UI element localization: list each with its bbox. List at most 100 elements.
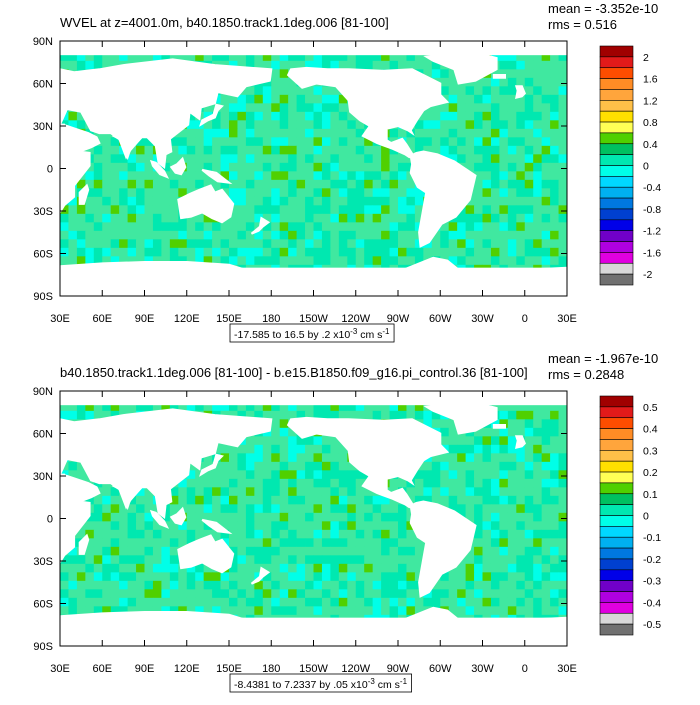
land-japan [199, 453, 224, 477]
colorbar-swatch [599, 252, 634, 264]
colorbar-label: 1.6 [643, 74, 658, 86]
colorbar-swatch [599, 471, 634, 484]
land-australia [177, 534, 235, 574]
colorbar-swatch [599, 612, 634, 625]
land-japan [199, 103, 224, 127]
range-info-label: -17.585 to 16.5 by .2 x10-3 cm s-1 [234, 327, 390, 341]
colorbar-label: 0 [643, 511, 649, 523]
x-tick-label: 30E [50, 313, 70, 325]
x-tick-label: 120E [174, 663, 200, 675]
x-tick-label: 90E [135, 313, 155, 325]
colorbar-swatch [599, 395, 634, 408]
x-tick-label: 90E [135, 663, 155, 675]
x-tick-label: 150W [299, 313, 328, 325]
colorbar-label: 0 [643, 161, 649, 173]
colorbar-swatch [599, 165, 634, 177]
land-madagascar [78, 533, 90, 555]
colorbar-swatch [599, 482, 634, 495]
colorbar-swatch [599, 219, 634, 231]
colorbar-swatch [599, 526, 634, 538]
land-arabia [65, 124, 101, 153]
colorbar-swatch [599, 143, 634, 155]
colorbar-label: -1.6 [643, 247, 661, 259]
range-info-label: -8.4381 to 7.2337 by .05 x10-3 cm s-1 [234, 677, 408, 691]
y-tick-label: 30N [33, 471, 53, 483]
colorbar-label: -0.5 [643, 619, 661, 631]
colorbar-swatch [599, 406, 634, 419]
bottom-svg: 90N 60N 30N 0 30S 60S 90S 30E 60E 90E 120E 150E 180 1… [33, 351, 661, 693]
colorbar-swatch [599, 460, 634, 473]
colorbar-label: -0.8 [643, 204, 661, 216]
colorbar-label: 0.4 [643, 139, 658, 151]
colorbar-swatch [599, 504, 634, 516]
y-tick-label: 30S [33, 556, 53, 568]
colorbar-swatch [599, 197, 634, 210]
colorbar-label: -0.4 [643, 597, 661, 609]
land-madagascar [78, 183, 90, 205]
colorbar-swatch [599, 186, 634, 199]
colorbar-swatch [599, 89, 634, 101]
colorbar-label: 0.2 [643, 467, 658, 479]
land-antarctica [60, 606, 567, 646]
x-tick-label: 30E [557, 663, 577, 675]
bottom-map-panel: 90N 60N 30N 0 30S 60S 90S 30E 60E 90E 120E 150E 180 1… [0, 350, 700, 700]
land-uk [514, 85, 526, 100]
colorbar-label: -0.2 [643, 554, 661, 566]
land-iceland [492, 74, 506, 79]
colorbar-label: 0.1 [643, 489, 658, 501]
x-tick-label: 30W [471, 663, 494, 675]
x-tick-label: 30E [50, 663, 70, 675]
land-namerica [286, 416, 450, 509]
colorbar-swatch [599, 110, 634, 123]
colorbar-swatch [599, 580, 634, 592]
x-tick-label: 180 [262, 313, 280, 325]
colorbar-swatch [599, 45, 634, 58]
colorbar-label: 1.2 [643, 95, 658, 107]
colorbar-swatch [599, 67, 634, 79]
x-tick-label: 150E [216, 663, 242, 675]
x-tick-label: 120W [341, 663, 370, 675]
y-tick-label: 90N [33, 36, 53, 48]
mean-label: mean = -3.352e-10 [548, 1, 658, 16]
x-tick-label: 120E [174, 313, 200, 325]
x-tick-label: 90W [387, 313, 410, 325]
map-title: b40.1850.track1.1deg.006 [81-100] - b.e1… [60, 365, 528, 380]
top-map-panel: 90N 60N 30N 0 30S 60S 90S 30E 60E 90E 120E 150E 180 1… [0, 0, 700, 350]
colorbar-swatch [599, 100, 634, 112]
land-arabia [65, 474, 101, 503]
y-tick-label: 0 [47, 164, 53, 176]
colorbar-swatch [599, 273, 634, 286]
colorbar-swatch [599, 241, 634, 253]
colorbar: 2 1.6 1.2 0.8 0.4 0 -0.4 -0.8 -1.2 -1.6 -2 [599, 45, 661, 286]
x-tick-label: 60E [92, 663, 112, 675]
colorbar-swatch [599, 230, 634, 242]
x-tick-label: 30W [471, 313, 494, 325]
land-greenland [423, 399, 498, 435]
colorbar-swatch [599, 558, 634, 571]
rms-label: rms = 0.2848 [548, 367, 624, 382]
land-australia [177, 184, 235, 224]
land-sumatra [149, 509, 170, 529]
colorbar-label: -1.2 [643, 226, 661, 238]
x-tick-label: 60W [429, 313, 452, 325]
land-mask [60, 399, 567, 646]
colorbar-swatch [599, 154, 634, 166]
colorbar-swatch [599, 176, 634, 188]
colorbar-swatch [599, 547, 634, 560]
x-tick-label: 30E [557, 313, 577, 325]
colorbar-label: 0.4 [643, 424, 658, 436]
colorbar-label: -0.1 [643, 532, 661, 544]
land-sumatra [149, 159, 170, 179]
colorbar-swatch [599, 536, 634, 549]
land-india [112, 130, 142, 160]
y-tick-label: 90N [33, 386, 53, 398]
x-tick-label: 0 [522, 313, 528, 325]
colorbar-swatch [599, 569, 634, 581]
colorbar-label: -2 [643, 269, 652, 281]
x-tick-label: 180 [262, 663, 280, 675]
colorbar-label: 0.5 [643, 402, 658, 414]
land-greenland [423, 49, 498, 85]
x-tick-label: 120W [341, 313, 370, 325]
map-title: WVEL at z=4001.0m, b40.1850.track1.1deg.… [60, 15, 389, 30]
y-tick-label: 60N [33, 79, 53, 91]
